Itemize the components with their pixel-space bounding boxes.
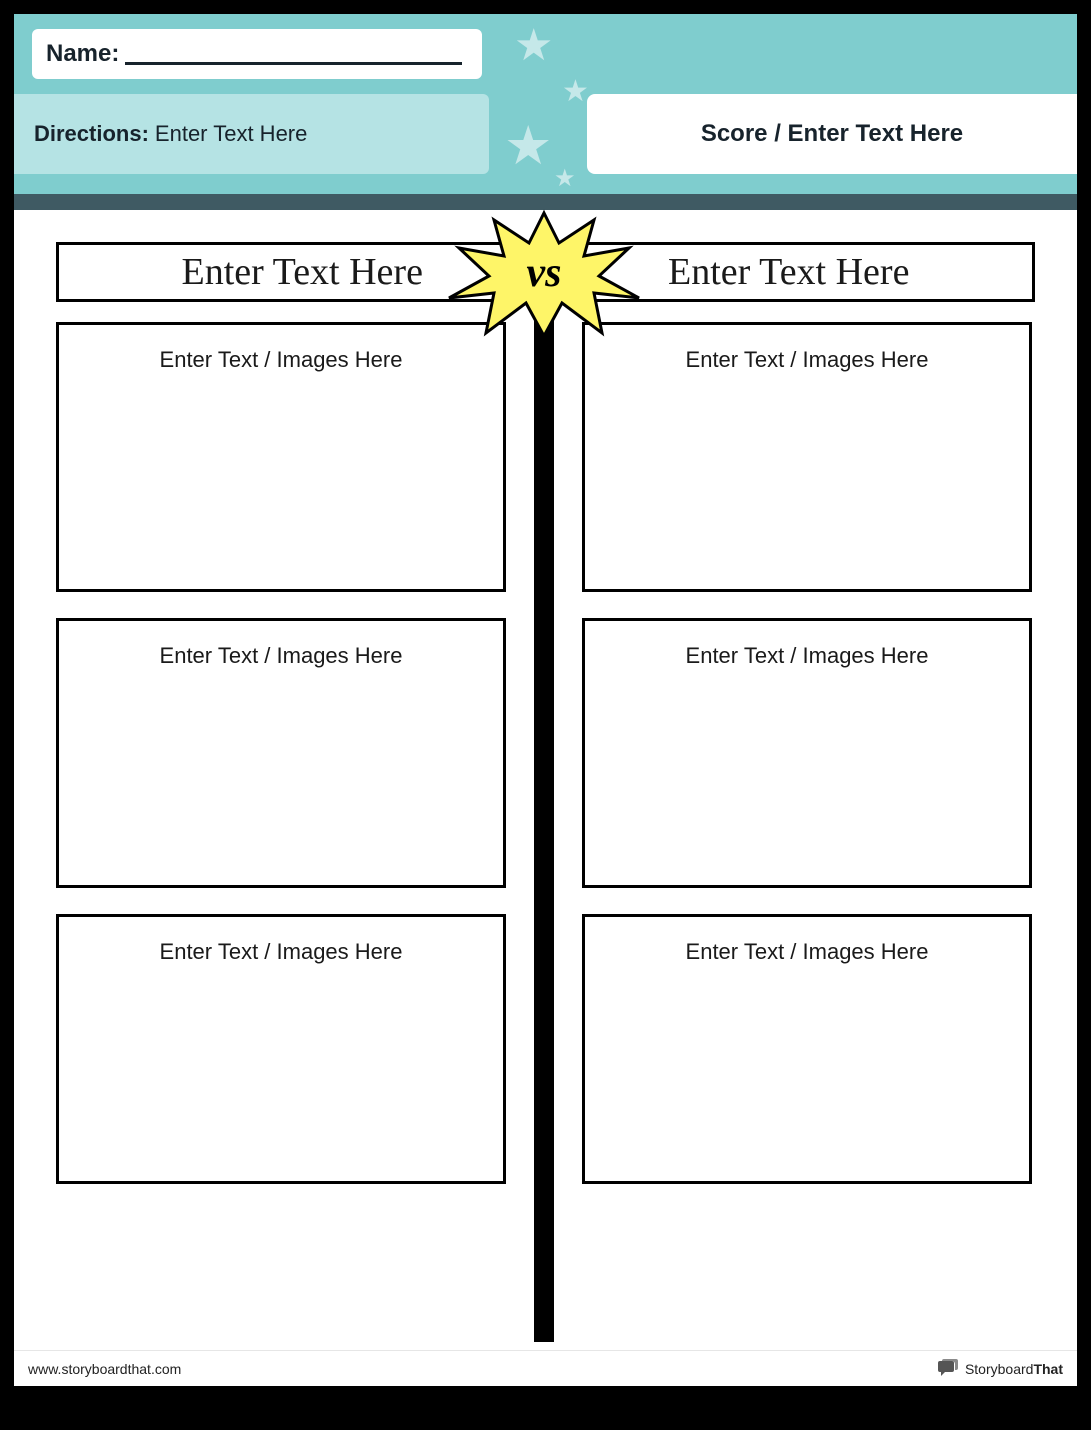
cell-text: Enter Text / Images Here — [686, 347, 929, 372]
cell-text: Enter Text / Images Here — [686, 643, 929, 668]
brand-part1: Storyboard — [965, 1361, 1033, 1377]
cell-right-2[interactable]: Enter Text / Images Here — [582, 618, 1032, 888]
score-field[interactable]: Score / Enter Text Here — [587, 94, 1077, 174]
header-band: ★ ★ ★ ★ Name: Directions: Enter Text Her… — [14, 14, 1077, 194]
right-title-text: Enter Text Here — [668, 250, 909, 294]
cell-left-1[interactable]: Enter Text / Images Here — [56, 322, 506, 592]
cell-text: Enter Text / Images Here — [160, 939, 403, 964]
cell-right-3[interactable]: Enter Text / Images Here — [582, 914, 1032, 1184]
name-label: Name: — [46, 40, 119, 68]
star-icon: ★ — [514, 20, 553, 71]
footer-brand: StoryboardThat — [937, 1359, 1063, 1379]
directions-value: Enter Text Here — [155, 121, 307, 147]
star-icon: ★ — [554, 164, 576, 193]
cell-left-3[interactable]: Enter Text / Images Here — [56, 914, 506, 1184]
content-area: Enter Text Here Enter Text Here vs Enter… — [14, 210, 1077, 1350]
left-title-text: Enter Text Here — [182, 250, 423, 294]
cell-text: Enter Text / Images Here — [686, 939, 929, 964]
directions-field[interactable]: Directions: Enter Text Here — [14, 94, 489, 174]
star-icon: ★ — [562, 74, 589, 109]
name-field[interactable]: Name: — [32, 29, 482, 79]
name-underline — [125, 43, 462, 65]
cell-text: Enter Text / Images Here — [160, 347, 403, 372]
vs-burst: vs — [444, 208, 644, 338]
center-bar — [534, 302, 554, 1342]
footer-url: www.storyboardthat.com — [28, 1361, 181, 1377]
cell-text: Enter Text / Images Here — [160, 643, 403, 668]
footer: www.storyboardthat.com StoryboardThat — [14, 1350, 1077, 1386]
page-frame: ★ ★ ★ ★ Name: Directions: Enter Text Her… — [0, 0, 1091, 1430]
speech-bubble-icon — [937, 1359, 959, 1379]
star-icon: ★ — [504, 114, 552, 177]
cell-left-2[interactable]: Enter Text / Images Here — [56, 618, 506, 888]
score-text: Score / Enter Text Here — [701, 120, 963, 148]
brand-part2: That — [1033, 1361, 1063, 1377]
vs-text: vs — [527, 249, 562, 297]
worksheet: ★ ★ ★ ★ Name: Directions: Enter Text Her… — [14, 14, 1077, 1386]
directions-label: Directions: — [34, 121, 149, 147]
cell-right-1[interactable]: Enter Text / Images Here — [582, 322, 1032, 592]
